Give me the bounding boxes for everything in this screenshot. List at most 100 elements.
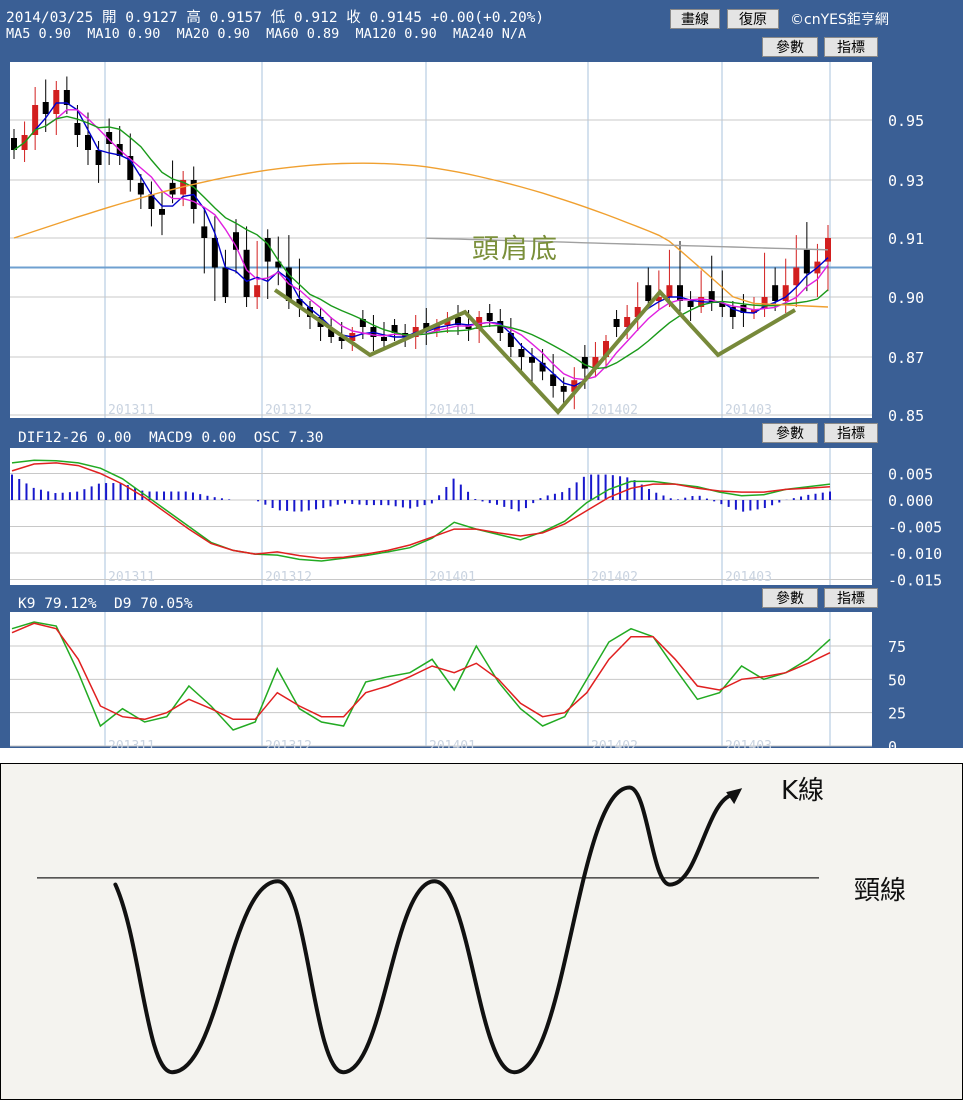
candle-body bbox=[624, 317, 631, 327]
reset-button[interactable]: 復原 bbox=[727, 9, 779, 29]
candle-body bbox=[634, 307, 641, 317]
draw-line-button[interactable]: 畫線 bbox=[670, 9, 720, 29]
candle-body bbox=[233, 232, 239, 250]
candle-body bbox=[455, 317, 461, 325]
price-ytick-label: 0.93 bbox=[888, 172, 924, 190]
candle-body bbox=[243, 249, 250, 297]
candle-body bbox=[465, 325, 472, 329]
kd-indicators-button[interactable]: 指標 bbox=[824, 588, 878, 608]
candle-body bbox=[592, 357, 599, 369]
price-xtick-label: 201402 bbox=[591, 403, 638, 418]
candle-body bbox=[655, 297, 662, 301]
candle-body bbox=[613, 319, 620, 327]
kd-xtick-label: 201312 bbox=[265, 739, 312, 748]
candle-body bbox=[127, 156, 134, 180]
neckline-label: 頸線 bbox=[854, 876, 906, 906]
macd-header: DIF12-26 0.00 MACD9 0.00 OSC 7.30 bbox=[18, 430, 324, 446]
kd-xtick-label: 201311 bbox=[108, 739, 155, 748]
candle-body bbox=[254, 285, 261, 297]
candle-body bbox=[106, 132, 113, 144]
ma20-line bbox=[13, 115, 829, 370]
macd-line bbox=[11, 462, 831, 560]
candle-body bbox=[338, 337, 345, 341]
candle-body bbox=[444, 321, 451, 325]
price-xtick-label: 201403 bbox=[725, 403, 772, 418]
candle-body bbox=[518, 349, 525, 357]
kd-ytick-label: 0 bbox=[888, 738, 897, 748]
candle-body bbox=[772, 285, 779, 301]
price-xtick-label: 201401 bbox=[429, 403, 476, 418]
candle-body bbox=[381, 337, 387, 341]
candle-body bbox=[148, 194, 155, 209]
price-ytick-label: 0.85 bbox=[888, 407, 924, 425]
ma5-line bbox=[34, 102, 829, 387]
candle-body bbox=[359, 319, 366, 327]
macd-ytick-label: 0.005 bbox=[888, 466, 933, 484]
candle-body bbox=[423, 323, 430, 331]
ma60-line bbox=[13, 162, 829, 308]
macd-xtick-label: 201312 bbox=[265, 570, 312, 585]
stock-chart-panel: 0.95 0.93 0.91 0.90 0.87 0.85 201311 201312 2014… bbox=[0, 0, 963, 748]
candle-body bbox=[751, 309, 757, 313]
candle-body bbox=[507, 333, 514, 347]
macd-xtick-label: 201402 bbox=[591, 570, 638, 585]
candle-body bbox=[296, 299, 303, 307]
candle-body bbox=[560, 386, 567, 392]
stock-chart-canvas: 0.95 0.93 0.91 0.90 0.87 0.85 201311 201312 2014… bbox=[10, 62, 942, 748]
candle-body bbox=[645, 285, 652, 301]
ma-header: MA5 0.90 MA10 0.90 MA20 0.90 MA60 0.89 M… bbox=[6, 26, 527, 42]
price-xtick-label: 201312 bbox=[265, 403, 312, 418]
candle-body bbox=[687, 301, 694, 307]
kd-xtick-label: 201402 bbox=[591, 739, 638, 748]
candle-body bbox=[159, 209, 165, 215]
ma120-line bbox=[426, 237, 829, 251]
cnyes-copyright: ©cnYES鉅亨網 bbox=[790, 12, 889, 28]
candle-body bbox=[761, 297, 768, 309]
kd-xtick-label: 201401 bbox=[429, 739, 476, 748]
candle-body bbox=[137, 182, 144, 195]
price-params-button[interactable]: 參數 bbox=[762, 37, 818, 57]
candle-body bbox=[486, 313, 493, 321]
candle-body bbox=[740, 305, 747, 313]
price-ytick-label: 0.95 bbox=[888, 112, 924, 130]
k-line-curve bbox=[113, 785, 739, 1075]
kd-ytick-label: 25 bbox=[888, 705, 906, 723]
k-line bbox=[11, 621, 831, 731]
candle-body bbox=[603, 341, 609, 357]
candle-body bbox=[677, 285, 683, 301]
ma10-line bbox=[45, 109, 829, 381]
macd-ytick-label: -0.015 bbox=[888, 572, 942, 590]
macd-ytick-label: -0.010 bbox=[888, 545, 942, 563]
candle-body bbox=[729, 307, 736, 317]
price-ytick-label: 0.90 bbox=[888, 289, 924, 307]
d-line bbox=[11, 622, 831, 721]
macd-indicators-button[interactable]: 指標 bbox=[824, 423, 878, 443]
kd-ytick-label: 50 bbox=[888, 671, 906, 689]
price-xtick-label: 201311 bbox=[108, 403, 155, 418]
price-ytick-label: 0.87 bbox=[888, 349, 924, 367]
candle-body bbox=[275, 261, 282, 268]
kd-params-button[interactable]: 參數 bbox=[762, 588, 818, 608]
kd-header: K9 79.12% D9 70.05% bbox=[18, 596, 193, 612]
candle-body bbox=[201, 226, 208, 238]
k-line-label: K線 bbox=[781, 776, 824, 806]
candle-body bbox=[529, 357, 535, 363]
candle-body bbox=[42, 102, 49, 114]
candle-body bbox=[264, 238, 271, 262]
hs-bottom-label: 頭肩底 bbox=[472, 234, 559, 265]
candle-body bbox=[803, 249, 810, 274]
macd-xtick-label: 201401 bbox=[429, 570, 476, 585]
macd-params-button[interactable]: 參數 bbox=[762, 423, 818, 443]
candle-body bbox=[63, 90, 70, 105]
macd-xtick-label: 201403 bbox=[725, 570, 772, 585]
macd-ytick-label: 0.000 bbox=[888, 492, 933, 510]
candle-body bbox=[391, 325, 398, 333]
osc-histogram bbox=[11, 474, 831, 512]
hs-bottom-pattern bbox=[273, 288, 797, 416]
candle-body bbox=[708, 291, 715, 303]
candle-body bbox=[550, 374, 557, 386]
candle-body bbox=[32, 105, 39, 135]
macd-xtick-label: 201311 bbox=[108, 570, 155, 585]
price-indicators-button[interactable]: 指標 bbox=[824, 37, 878, 57]
